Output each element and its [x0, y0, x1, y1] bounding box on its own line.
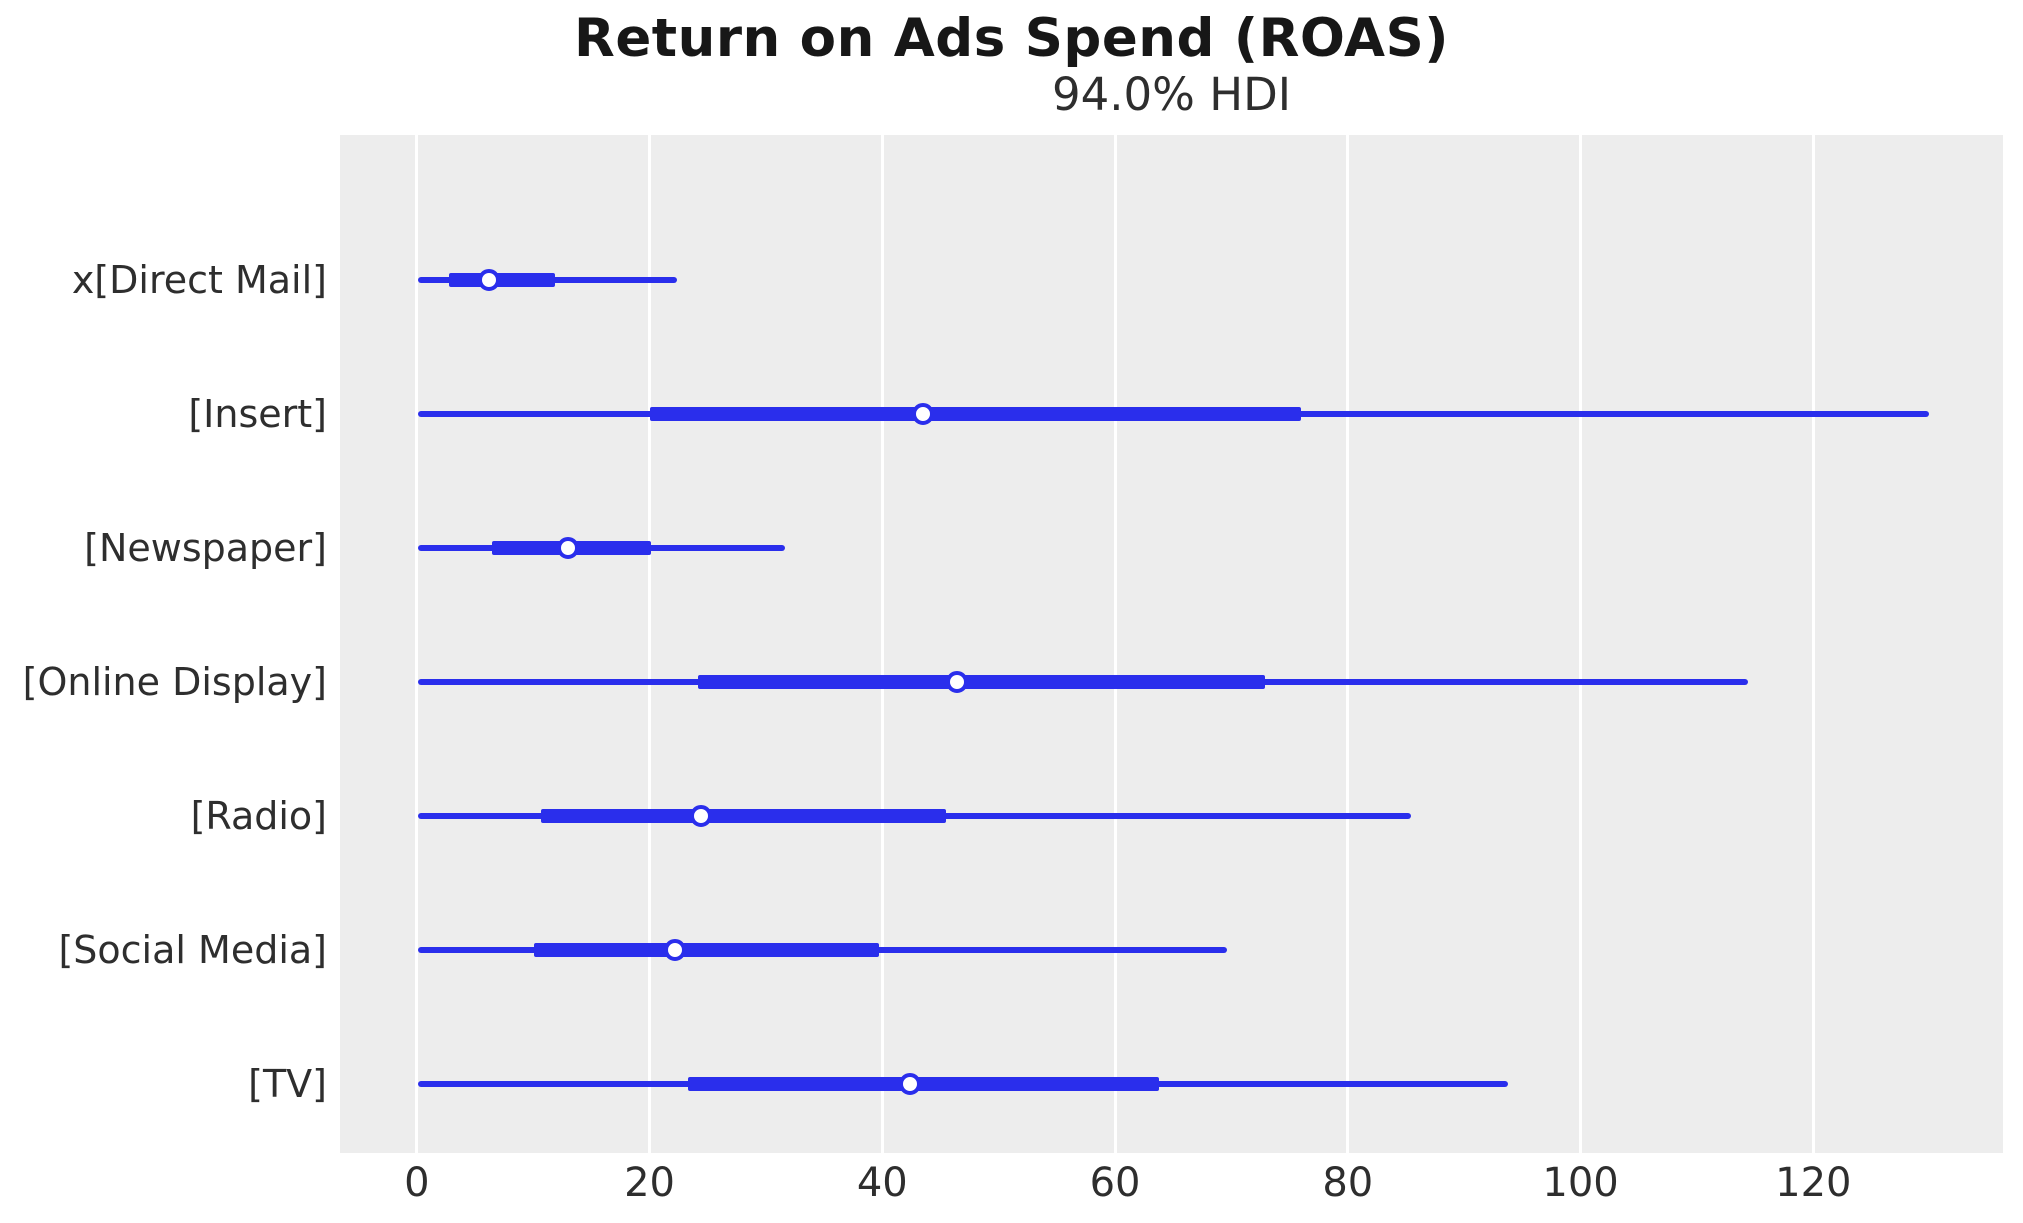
y-label: [Newspaper] [84, 526, 327, 570]
gridline-x-120 [1811, 135, 1815, 1153]
x-tick-label: 0 [404, 1160, 430, 1206]
y-label: [Insert] [188, 392, 327, 436]
y-label: [Social Media] [58, 928, 327, 972]
median-marker [912, 403, 935, 425]
median-marker [664, 939, 687, 961]
hdi50-line [687, 1077, 1160, 1091]
x-tick-label: 80 [1322, 1160, 1374, 1206]
gridline-x-80 [1346, 135, 1350, 1153]
x-tick-label: 40 [856, 1160, 908, 1206]
hdi50-line [449, 273, 556, 287]
y-label: [Online Display] [22, 660, 327, 704]
y-label: [TV] [248, 1062, 327, 1106]
gridline-x-40 [880, 135, 884, 1153]
x-tick-label: 120 [1775, 1160, 1852, 1206]
hdi50-line [534, 943, 879, 957]
plot-area [340, 135, 2003, 1153]
median-marker [557, 537, 580, 559]
median-marker [945, 671, 968, 693]
gridline-x-20 [648, 135, 652, 1153]
x-tick-label: 20 [624, 1160, 675, 1206]
chart-title: Return on Ads Spend (ROAS) [574, 8, 1449, 69]
hdi50-line [698, 675, 1266, 689]
median-marker [477, 269, 500, 291]
hdi50-line [649, 407, 1302, 421]
gridline-x-0 [415, 135, 419, 1153]
hdi50-line [541, 809, 947, 823]
median-marker [899, 1073, 922, 1095]
gridline-x-60 [1113, 135, 1117, 1153]
y-label: x[Direct Mail] [71, 258, 327, 302]
chart-subtitle-hdi: 94.0% HDI [1051, 68, 1292, 121]
median-marker [689, 805, 712, 827]
x-tick-label: 100 [1542, 1160, 1619, 1206]
x-tick-label: 60 [1089, 1160, 1141, 1206]
gridline-x-100 [1579, 135, 1583, 1153]
y-label: [Radio] [190, 794, 327, 838]
